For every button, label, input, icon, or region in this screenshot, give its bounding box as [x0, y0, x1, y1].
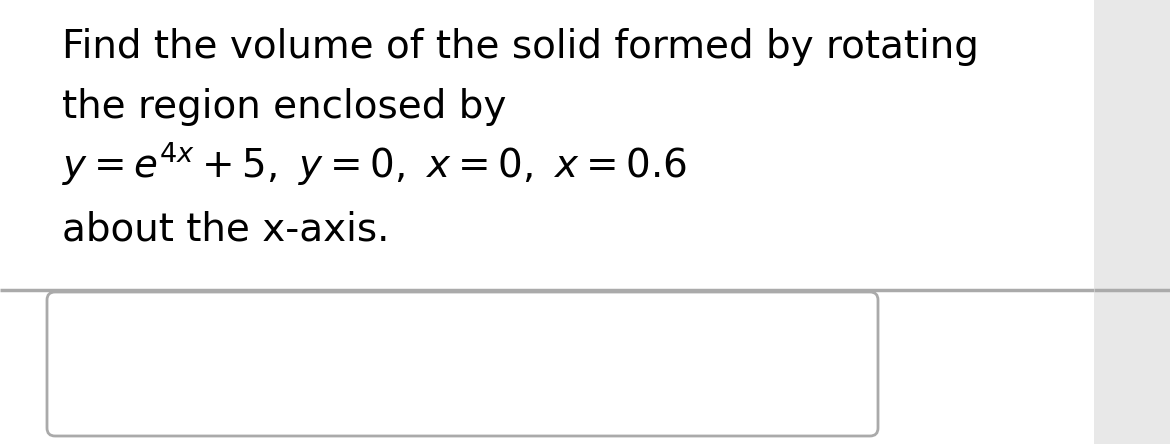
- Bar: [1094, 0, 1170, 444]
- FancyBboxPatch shape: [47, 292, 877, 436]
- Text: $y = e^{4x} + 5,\ y = 0,\ x = 0,\ x = 0.6$: $y = e^{4x} + 5,\ y = 0,\ x = 0,\ x = 0.…: [62, 140, 687, 187]
- Text: Find the volume of the solid formed by rotating: Find the volume of the solid formed by r…: [62, 28, 979, 66]
- Text: about the x-axis.: about the x-axis.: [62, 210, 390, 248]
- Text: the region enclosed by: the region enclosed by: [62, 88, 507, 126]
